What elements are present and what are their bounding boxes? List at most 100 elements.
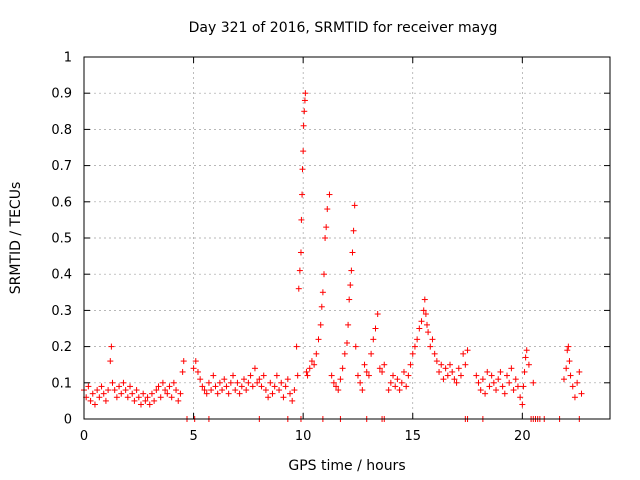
- data-point: [508, 365, 515, 372]
- data-point: [328, 372, 335, 379]
- data-point: [453, 379, 460, 386]
- data-point: [475, 379, 482, 386]
- y-tick-label: 0.4: [51, 268, 72, 283]
- data-point: [436, 368, 443, 375]
- data-point: [299, 191, 306, 198]
- data-point: [405, 372, 412, 379]
- data-point: [284, 376, 291, 383]
- data-point: [144, 394, 151, 401]
- data-point: [173, 387, 180, 394]
- data-point: [350, 227, 357, 234]
- data-point: [107, 358, 114, 365]
- data-point: [299, 166, 306, 173]
- data-point: [422, 311, 429, 318]
- data-point: [427, 343, 434, 350]
- data-point: [381, 361, 388, 368]
- data-point: [247, 372, 254, 379]
- data-point: [251, 365, 258, 372]
- data-point: [199, 383, 206, 390]
- data-point: [576, 368, 583, 375]
- data-point: [249, 383, 256, 390]
- y-tick-label: 0.6: [51, 195, 72, 210]
- x-tick-label: 15: [404, 429, 421, 444]
- data-point: [122, 387, 129, 394]
- data-point: [129, 390, 136, 397]
- data-point: [473, 372, 480, 379]
- data-point: [190, 365, 197, 372]
- data-point: [225, 390, 232, 397]
- data-point: [205, 379, 212, 386]
- data-point: [464, 347, 471, 354]
- data-point: [109, 379, 116, 386]
- y-tick-label: 0: [64, 413, 72, 428]
- data-point: [368, 350, 375, 357]
- data-point: [221, 376, 228, 383]
- data-point: [385, 387, 392, 394]
- data-point: [344, 339, 350, 346]
- data-point: [238, 383, 245, 390]
- data-point: [324, 206, 331, 213]
- data-point: [94, 387, 101, 394]
- data-point: [335, 387, 342, 394]
- data-point: [256, 376, 263, 383]
- data-point: [349, 249, 356, 256]
- data-point: [153, 387, 160, 394]
- y-tick-label: 0.7: [51, 159, 72, 174]
- data-point: [319, 289, 326, 296]
- data-point: [91, 401, 98, 408]
- data-point: [317, 321, 324, 328]
- data-point: [194, 368, 201, 375]
- data-point: [376, 365, 383, 372]
- data-point: [308, 358, 315, 365]
- data-point: [574, 379, 581, 386]
- data-point: [102, 397, 109, 404]
- data-point: [497, 368, 504, 375]
- data-point: [361, 361, 368, 368]
- data-point: [100, 390, 107, 397]
- data-point: [127, 383, 134, 390]
- x-tick-label: 20: [514, 429, 531, 444]
- data-point: [345, 321, 352, 328]
- data-point: [311, 361, 318, 368]
- grid: [84, 57, 610, 419]
- data-point: [379, 368, 386, 375]
- data-point: [571, 394, 578, 401]
- data-point: [269, 390, 276, 397]
- data-point: [565, 343, 572, 350]
- data-point: [162, 387, 169, 394]
- data-point: [179, 368, 186, 375]
- data-point: [477, 387, 484, 394]
- data-point: [396, 387, 403, 394]
- data-point: [530, 379, 537, 386]
- data-point: [372, 325, 379, 332]
- data-point: [118, 390, 125, 397]
- data-point: [449, 368, 456, 375]
- data-point: [411, 343, 418, 350]
- data-point: [137, 401, 144, 408]
- data-point: [447, 361, 454, 368]
- data-point: [151, 397, 158, 404]
- data-point: [484, 368, 491, 375]
- data-point: [230, 372, 237, 379]
- data-point: [354, 372, 361, 379]
- data-point: [208, 387, 215, 394]
- data-point: [420, 307, 427, 314]
- data-point: [394, 376, 401, 383]
- data-point: [566, 358, 573, 365]
- data-point: [407, 361, 414, 368]
- data-point: [348, 267, 355, 274]
- data-point: [293, 343, 300, 350]
- data-point: [276, 387, 283, 394]
- data-point: [493, 387, 500, 394]
- data-point: [365, 372, 372, 379]
- data-point: [486, 383, 493, 390]
- data-point: [108, 343, 115, 350]
- data-point: [192, 358, 199, 365]
- data-point: [357, 379, 364, 386]
- data-point: [300, 122, 307, 129]
- data-point: [501, 390, 508, 397]
- data-point: [289, 397, 296, 404]
- y-tick-labels: 0 0.1 0.2 0.3 0.4 0.5 0.6 0.7 0.8 0.9 1: [51, 51, 72, 428]
- y-axis-label: SRMTID / TECUs: [8, 182, 24, 295]
